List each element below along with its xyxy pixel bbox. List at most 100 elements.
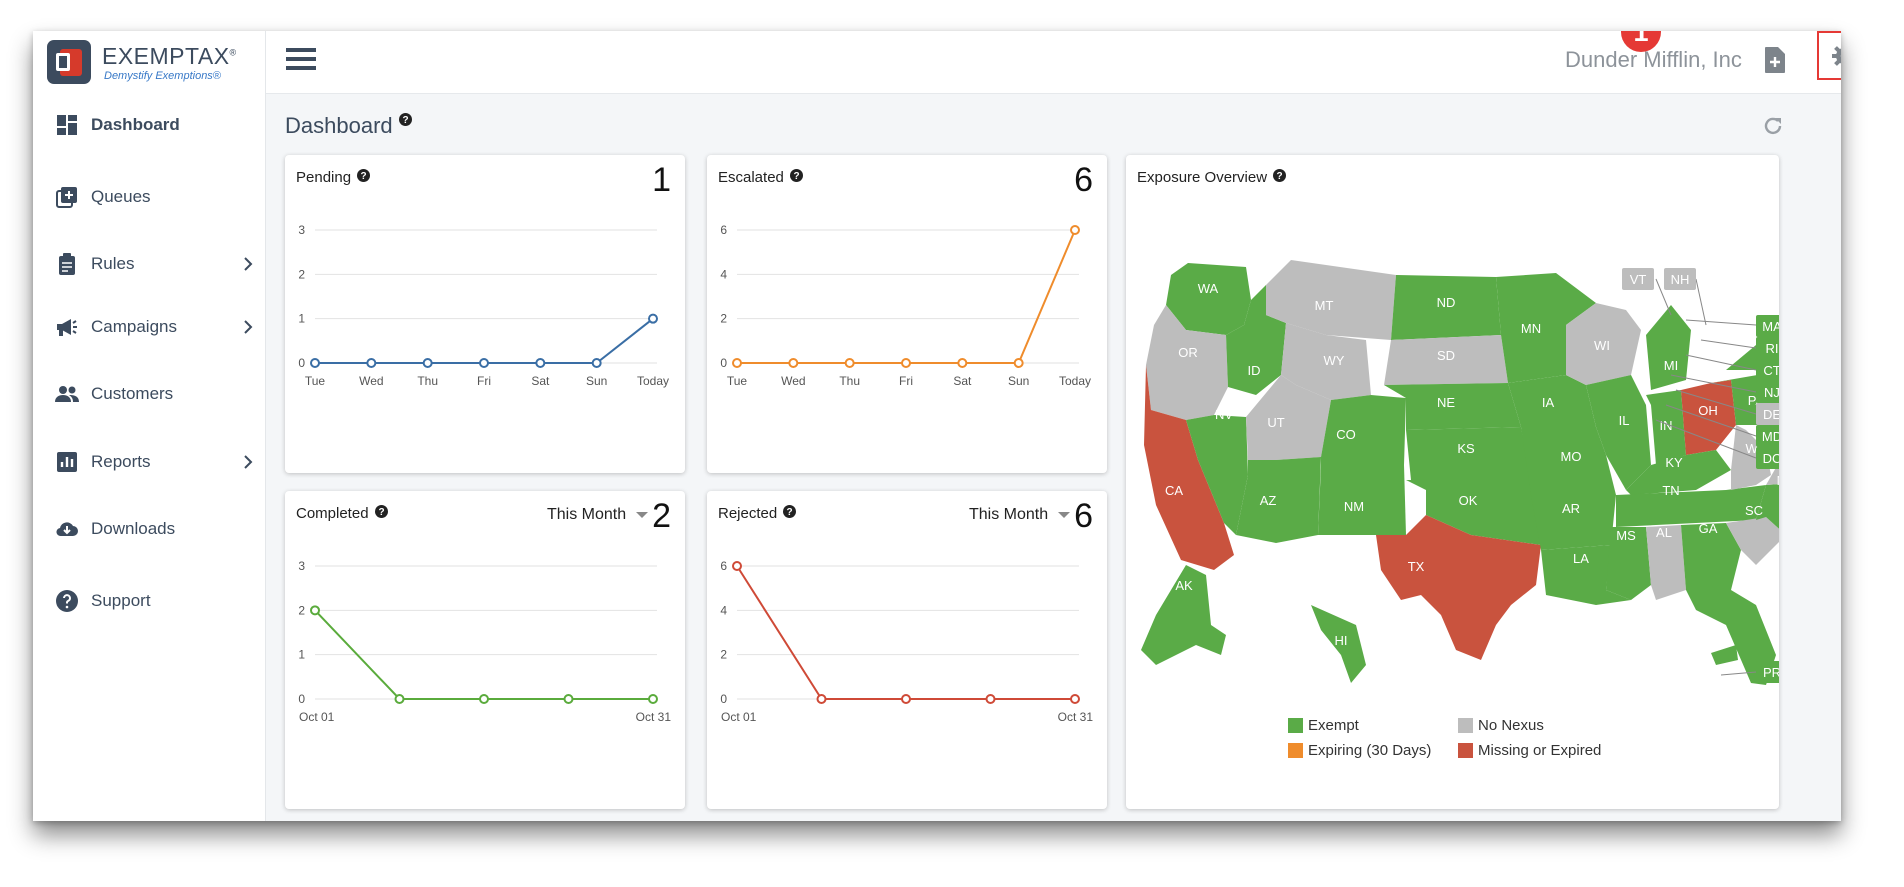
state-label-pr: PR <box>1763 665 1779 680</box>
svg-text:?: ? <box>378 507 384 518</box>
data-point <box>816 694 827 704</box>
callout-line <box>1675 389 1757 415</box>
x-tick-label: Today <box>637 374 669 388</box>
sidebar-item-label: Downloads <box>91 519 176 538</box>
completed-line-chart: 0 1 2 3 Oct 01 Oct 31 <box>298 559 671 724</box>
sidebar-item-label: Customers <box>91 384 174 403</box>
data-point <box>366 358 377 368</box>
clipboard-icon <box>59 253 75 275</box>
map-land <box>1406 480 1541 545</box>
map-land <box>1406 427 1531 480</box>
sidebar-item-support[interactable]: Support <box>33 576 265 626</box>
state-label-mi: MI <box>1664 358 1678 373</box>
sidebar-item-downloads[interactable]: Downloads <box>33 504 265 554</box>
rejected-card: Rejected? This Month 6 0 2 4 6 Oct 01 Oct 31 <box>707 491 1107 809</box>
help-icon[interactable]: ? <box>1273 169 1287 182</box>
y-tick-label: 0 <box>298 356 305 370</box>
callout-line <box>1655 278 1672 316</box>
help-icon[interactable]: ? <box>783 505 797 518</box>
company-name[interactable]: Dunder Mifflin, Inc <box>1565 47 1742 72</box>
map-land <box>1686 590 1776 685</box>
svg-text:?: ? <box>361 171 367 182</box>
pending-line-chart: 0 1 2 3 Tue Wed Thu Fri Sat Sun Today <box>298 223 669 388</box>
y-tick-label: 3 <box>298 559 305 573</box>
y-tick-label: 1 <box>298 312 305 326</box>
exemptax-logo-icon <box>47 40 91 84</box>
state-label-vt: VT <box>1630 272 1647 287</box>
y-tick-label: 2 <box>298 267 305 281</box>
app-window: EXEMPTAX® Demystify Exemptions® Dashboar… <box>33 31 1841 821</box>
state-label-ia: IA <box>1542 395 1555 410</box>
state-label-md: MD <box>1762 429 1779 444</box>
callout-line <box>1685 319 1757 326</box>
chevron-right-icon <box>244 257 253 271</box>
y-tick-label: 2 <box>298 603 305 617</box>
callout-line <box>1670 374 1757 393</box>
legend-item: Expiring (30 Days) <box>1288 742 1431 759</box>
data-point <box>788 358 799 368</box>
map-land <box>1681 523 1741 590</box>
period-dropdown[interactable]: This Month <box>969 506 1071 524</box>
callout-box-dc <box>1756 447 1779 469</box>
map-land <box>1646 305 1691 390</box>
map-land <box>1521 427 1616 495</box>
sidebar-item-label: Support <box>91 591 151 610</box>
help-icon[interactable]: ? <box>789 169 803 182</box>
sidebar-item-queues[interactable]: Queues <box>33 172 265 222</box>
brand-logo[interactable]: EXEMPTAX® Demystify Exemptions® <box>47 37 247 87</box>
map-land <box>1566 303 1641 385</box>
settings-button[interactable] <box>1817 31 1841 80</box>
data-point <box>310 605 320 616</box>
x-tick-label: Tue <box>727 374 748 388</box>
help-icon[interactable]: ? <box>357 169 371 182</box>
state-label-wi: WI <box>1594 338 1610 353</box>
help-icon[interactable]: ? <box>398 113 412 126</box>
state-label-de: DE <box>1763 407 1779 422</box>
new-document-icon[interactable] <box>1763 46 1787 74</box>
data-point <box>479 358 489 368</box>
data-point <box>648 313 658 324</box>
state-label-ky: KY <box>1665 455 1683 470</box>
period-dropdown[interactable]: This Month <box>547 506 649 524</box>
sidebar-item-rules[interactable]: Rules <box>33 239 265 289</box>
dashboard-icon <box>57 115 77 135</box>
state-label-ar: AR <box>1562 501 1580 516</box>
legend-swatch <box>1288 718 1303 733</box>
map-land <box>1616 485 1766 527</box>
data-point <box>901 358 911 368</box>
x-tick-label: Oct 31 <box>1058 710 1094 724</box>
legend-item: No Nexus <box>1458 717 1544 734</box>
state-label-sd: SD <box>1437 348 1455 363</box>
sidebar-item-campaigns[interactable]: Campaigns <box>33 302 265 352</box>
menu-toggle-icon[interactable] <box>286 47 316 71</box>
x-tick-label: Fri <box>899 374 913 388</box>
map-land <box>1311 605 1366 683</box>
sidebar-item-reports[interactable]: Reports <box>33 437 265 487</box>
map-land <box>1246 375 1331 460</box>
sidebar-item-customers[interactable]: Customers <box>33 369 265 419</box>
help-icon[interactable]: ? <box>374 505 388 518</box>
callout-box-ct <box>1756 359 1779 381</box>
sidebar-item-label: Reports <box>91 452 151 471</box>
card-title: Pending? <box>296 169 371 186</box>
sidebar-item-label: Campaigns <box>91 317 177 336</box>
legend-item: Missing or Expired <box>1458 742 1601 759</box>
map-land <box>1606 527 1651 600</box>
state-label-co: CO <box>1336 427 1356 442</box>
map-land <box>1266 260 1396 340</box>
state-label-mt: MT <box>1315 298 1334 313</box>
data-point <box>422 358 433 368</box>
x-tick-label: Tue <box>305 374 326 388</box>
y-tick-label: 0 <box>298 692 305 706</box>
x-tick-label: Today <box>1059 374 1091 388</box>
sidebar-item-dashboard[interactable]: Dashboard <box>33 100 265 150</box>
megaphone-icon <box>57 319 77 336</box>
state-label-ks: KS <box>1457 441 1475 456</box>
refresh-icon[interactable] <box>1762 115 1784 137</box>
svg-text:?: ? <box>1277 171 1283 182</box>
series-line <box>736 565 1075 700</box>
y-tick-label: 2 <box>720 312 727 326</box>
state-label-tn: TN <box>1662 483 1679 498</box>
y-tick-label: 3 <box>298 223 305 237</box>
data-point <box>732 561 742 571</box>
